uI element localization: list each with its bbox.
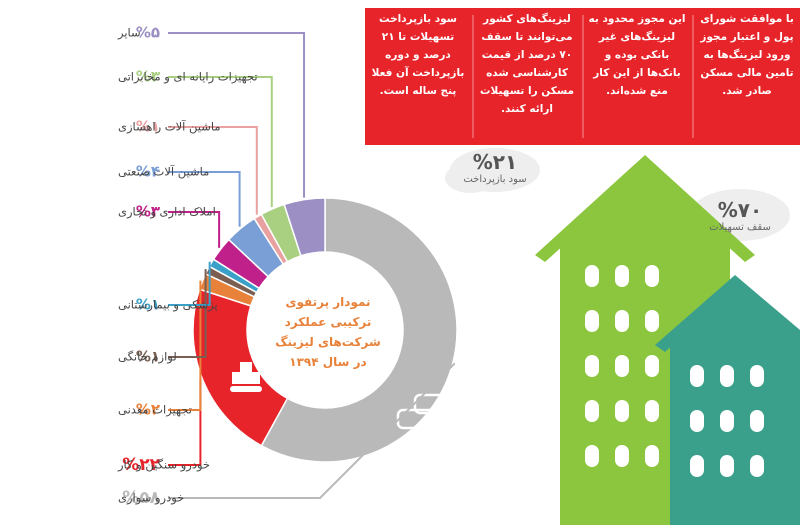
note: سود بازپرداخت تسهیلات تا ۲۱ درصد و دوره … [371, 13, 465, 97]
legend-label: تجهیزات معدنی [118, 403, 192, 418]
donut-segment [260, 197, 458, 463]
legend-label: تجهیزات رایانه ای و مخابراتی [118, 70, 258, 85]
stat: %۲۱ سود بازپرداخت [445, 150, 545, 185]
legend-value: %۲ [136, 401, 160, 419]
legend-label: خودرو سنگین و کار [117, 458, 210, 473]
legend-value: %۱ [136, 296, 160, 314]
leader-line [168, 269, 207, 358]
legend-value: %۲۲ [122, 455, 160, 475]
leader-line [168, 171, 241, 227]
stat-label: سقف تسهیلات [709, 222, 771, 233]
leader-line [168, 280, 202, 411]
donut-segment [283, 197, 326, 257]
leader-line [168, 126, 258, 215]
legend-label: پزشکی و بیمارستانی [118, 298, 218, 313]
legend-value: %۵۸ [122, 488, 160, 508]
note: لیزینگ‌های کشور می‌توانند تا سقف ۷۰ درصد… [479, 13, 575, 115]
legend-label: املاک اداری و تجاری [118, 205, 216, 220]
legend-label: ماشین آلات صنعتی [118, 165, 209, 180]
stat: %۷۰ سقف تسهیلات [690, 198, 790, 233]
roof [655, 275, 800, 352]
leader-line [168, 379, 202, 466]
leader-line [168, 211, 221, 248]
chart-title: نمودار پرتفوی ترکیبی عملکرد شرکت‌های لیز… [275, 295, 381, 369]
note: این مجوز محدود به لیزینگ‌های غیر بانکی ب… [588, 13, 686, 97]
stat-label: سود بازپرداخت [463, 174, 527, 185]
leader-line [168, 32, 306, 198]
legend-value: %۱ [136, 118, 160, 136]
leader-line [168, 76, 273, 208]
windows [585, 265, 764, 477]
note: با موافقت شورای پول و اعتبار مجوز ورود ل… [700, 13, 794, 97]
legend-label: ماشین آلات راهسازی [118, 120, 221, 135]
legend-label: لوازم خانگی [118, 350, 177, 365]
legend-value: %۳ [136, 203, 160, 221]
legend-value: %۳ [136, 68, 160, 86]
leader-line [168, 362, 456, 499]
legend-value: %۴ [136, 163, 160, 181]
legend-label: خودرو سواری [118, 491, 184, 506]
stat-value: %۷۰ [717, 198, 763, 222]
leader-line [168, 261, 211, 306]
legend-label: سایر [117, 26, 141, 41]
excavator-icon [230, 350, 277, 392]
legend-value: %۱ [136, 348, 160, 366]
legend-value: %۵ [136, 24, 160, 42]
stat-value: %۲۱ [472, 150, 518, 174]
